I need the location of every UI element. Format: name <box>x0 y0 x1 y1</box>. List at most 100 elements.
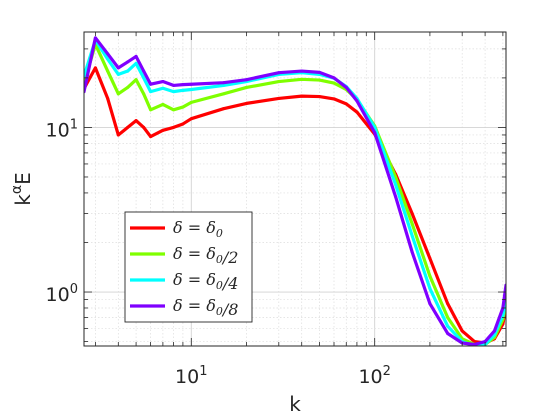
plot-frame <box>83 31 507 347</box>
data-point-series-1 <box>134 119 138 123</box>
data-point-series-4 <box>492 329 496 333</box>
data-point-series-1 <box>189 117 193 121</box>
data-point-series-2 <box>126 85 130 89</box>
data-point-series-3 <box>446 324 450 328</box>
data-point-series-2 <box>181 105 185 109</box>
data-point-series-3 <box>126 69 130 73</box>
data-point-series-4 <box>373 131 377 135</box>
data-point-series-1 <box>460 329 464 333</box>
x-tick-label: 102 <box>358 364 390 388</box>
data-point-series-3 <box>172 90 176 94</box>
data-point-series-4 <box>181 83 185 87</box>
data-point-series-2 <box>410 222 414 226</box>
data-point-series-2 <box>134 78 138 82</box>
x-axis-label: k <box>289 392 301 416</box>
data-point-series-1 <box>161 128 165 132</box>
data-point-series-4 <box>244 78 248 82</box>
data-point-series-3 <box>161 86 165 90</box>
data-point-series-2 <box>116 92 120 96</box>
data-point-series-2 <box>446 316 450 320</box>
data-point-series-2 <box>189 100 193 104</box>
data-point-series-3 <box>142 76 146 80</box>
data-point-series-2 <box>332 81 336 85</box>
data-point-series-1 <box>317 95 321 99</box>
data-point-series-1 <box>410 211 414 215</box>
data-point-series-3 <box>149 90 153 94</box>
legend-label-1: δ = δ0 <box>173 218 223 240</box>
data-point-series-2 <box>394 175 398 179</box>
data-point-series-2 <box>142 92 146 96</box>
data-point-series-3 <box>181 88 185 92</box>
data-point-series-4 <box>161 80 165 84</box>
data-point-series-2 <box>300 77 304 81</box>
data-point-series-1 <box>244 101 248 105</box>
data-point-series-4 <box>317 70 321 74</box>
data-point-series-4 <box>116 66 120 70</box>
data-point-series-4 <box>189 82 193 86</box>
data-point-series-3 <box>222 83 226 87</box>
data-point-series-1 <box>181 122 185 126</box>
data-point-series-3 <box>428 287 432 291</box>
legend: δ = δ0 δ = δ0/2 δ = δ0/4 δ = δ0/8 <box>124 211 253 323</box>
data-point-series-3 <box>116 72 120 76</box>
data-point-series-4 <box>344 85 348 89</box>
data-point-series-4 <box>126 60 130 64</box>
data-point-series-1 <box>355 110 359 114</box>
legend-label-3: δ = δ0/4 <box>173 270 238 293</box>
data-point-series-3 <box>106 57 110 61</box>
legend-label-4: δ = δ0/8 <box>173 296 238 319</box>
data-point-series-2 <box>106 69 110 73</box>
x-tick-label: 101 <box>175 364 207 388</box>
data-point-series-4 <box>172 83 176 87</box>
data-point-series-4 <box>483 340 487 344</box>
data-point-series-4 <box>355 99 359 103</box>
data-point-series-1 <box>172 125 176 129</box>
tick-layer: 101 102 100 101 <box>46 32 506 388</box>
data-point-series-2 <box>172 108 176 112</box>
data-point-series-1 <box>332 97 336 101</box>
data-point-series-3 <box>394 183 398 187</box>
data-point-series-2 <box>161 102 165 106</box>
data-point-series-4 <box>428 302 432 306</box>
data-point-series-4 <box>446 331 450 335</box>
data-point-series-2 <box>149 108 153 112</box>
data-point-series-3 <box>410 234 414 238</box>
data-point-series-2 <box>317 78 321 82</box>
data-point-series-3 <box>134 61 138 65</box>
data-point-series-1 <box>93 66 97 70</box>
data-point-series-1 <box>142 125 146 129</box>
data-point-series-2 <box>222 92 226 96</box>
data-point-series-4 <box>93 36 97 40</box>
data-point-series-1 <box>472 340 476 344</box>
legend-box <box>124 211 253 323</box>
data-point-series-4 <box>300 69 304 73</box>
data-point-series-1 <box>149 135 153 139</box>
data-point-series-3 <box>501 314 505 318</box>
data-point-series-1 <box>300 94 304 98</box>
legend-label-2: δ = δ0/2 <box>173 244 238 267</box>
data-point-series-1 <box>106 96 110 100</box>
data-point-series-4 <box>106 52 110 56</box>
data-point-series-1 <box>277 96 281 100</box>
data-point-series-4 <box>142 69 146 73</box>
data-point-series-1 <box>222 107 226 111</box>
data-point-series-1 <box>116 133 120 137</box>
data-point-series-1 <box>344 102 348 106</box>
data-point-series-2 <box>244 85 248 89</box>
data-point-series-1 <box>126 125 130 129</box>
data-point-series-1 <box>428 256 432 260</box>
y-axis-label: kαE <box>9 172 35 205</box>
data-point-series-2 <box>428 274 432 278</box>
data-point-series-4 <box>394 195 398 199</box>
data-point-series-4 <box>332 76 336 80</box>
y-tick-label: 100 <box>46 282 78 306</box>
y-tick-label: 101 <box>46 117 78 141</box>
data-point-series-4 <box>472 342 476 346</box>
data-point-series-4 <box>149 82 153 86</box>
data-point-series-3 <box>189 87 193 91</box>
data-point-series-2 <box>277 80 281 84</box>
data-point-series-4 <box>134 54 138 58</box>
data-point-series-4 <box>222 81 226 85</box>
